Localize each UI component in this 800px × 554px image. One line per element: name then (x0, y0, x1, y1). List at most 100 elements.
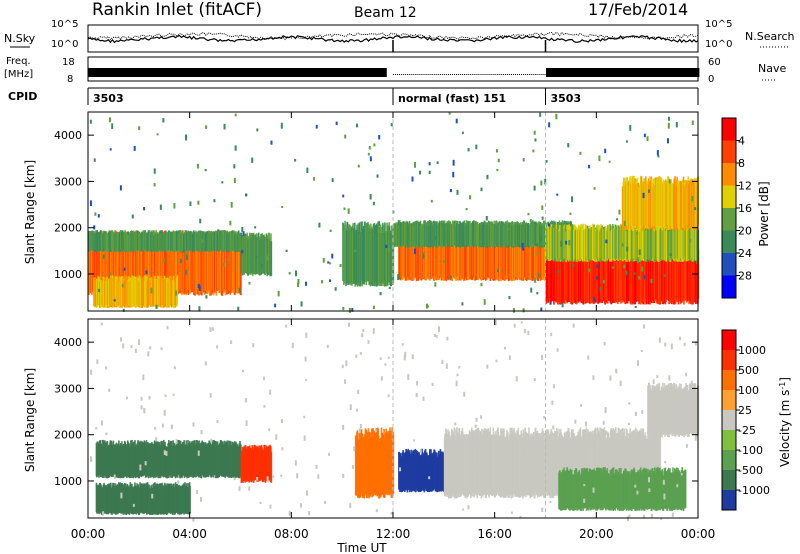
heat-scatter (456, 189, 459, 195)
nave-sample (433, 74, 435, 75)
heat-scatter (540, 235, 543, 242)
nave-sample (486, 74, 488, 75)
heat-cell (270, 452, 273, 483)
nave-sample (435, 74, 437, 75)
velocity-data (90, 319, 700, 522)
colorbar-swatch (722, 230, 736, 254)
colorbar-swatch (722, 163, 736, 186)
heat-scatter (339, 264, 342, 268)
colorbar-swatch (722, 253, 736, 276)
heat-scatter (185, 270, 188, 275)
heat-scatter (696, 259, 699, 265)
heat-scatter (297, 279, 300, 285)
noise-right-label: N.Search (745, 30, 795, 43)
heat-scatter (549, 302, 552, 305)
heat-scatter (237, 306, 240, 311)
heat-scatter (256, 128, 259, 132)
noise-left-tick-bottom: 10^0 (51, 39, 78, 50)
heat-scatter (694, 207, 697, 211)
nave-sample (393, 74, 394, 75)
nave-sample (411, 74, 413, 75)
heat-scatter (93, 225, 96, 230)
heat-scatter (560, 240, 563, 247)
heat-scatter (233, 177, 236, 184)
heat-scatter (397, 274, 400, 281)
nave-sample (445, 74, 447, 75)
heat-scatter (173, 203, 176, 209)
heat-scatter (434, 282, 437, 287)
power-ylabel: Slant Range [km] (23, 160, 37, 264)
heat-scatter (598, 155, 601, 162)
heat-scatter (612, 266, 615, 269)
freq-sample (385, 68, 387, 77)
nave-sample (502, 74, 504, 75)
cpid-segment-label: 3503 (551, 92, 582, 105)
heat-scatter (537, 273, 540, 277)
heat-scatter (153, 183, 156, 187)
heat-scatter (540, 307, 543, 311)
nave-sample (399, 74, 401, 75)
heat-scatter (368, 146, 371, 150)
heat-scatter (467, 147, 470, 152)
heat-scatter (217, 229, 220, 232)
nave-sample (403, 74, 405, 75)
heat-scatter (643, 133, 646, 138)
nave-sample (395, 74, 397, 75)
heat-scatter (213, 199, 216, 203)
heat-scatter (536, 251, 539, 256)
heat-scatter (667, 122, 670, 129)
heat-scatter (496, 269, 499, 273)
heat-scatter (512, 308, 515, 313)
heat-scatter (536, 243, 539, 247)
heat-scatter (354, 249, 357, 252)
heat-scatter (327, 261, 330, 264)
nave-sample (407, 74, 409, 75)
colorbar-tick-label: 4 (738, 135, 745, 148)
heat-scatter (522, 308, 525, 313)
noise-left-tick-top: 10^5 (51, 19, 78, 30)
heat-scatter (199, 218, 202, 224)
heat-scatter (465, 208, 468, 211)
heat-scatter (234, 113, 237, 117)
heat-scatter (312, 177, 315, 181)
nave-sample (458, 74, 460, 75)
heat-scatter (108, 117, 111, 123)
heat-scatter (373, 143, 376, 147)
heat-scatter (480, 282, 483, 287)
heat-scatter (280, 122, 283, 129)
heat-scatter (544, 242, 547, 246)
nave-tick-bottom: 0 (708, 74, 714, 85)
heat-scatter (245, 193, 248, 197)
heat-scatter (413, 248, 416, 255)
heat-scatter (205, 125, 208, 130)
cpid-label: CPID (8, 90, 37, 103)
heat-scatter (348, 307, 351, 313)
noise-sky-trace (87, 34, 699, 44)
nave-label: Nave (758, 62, 786, 75)
nave-sample (488, 74, 490, 75)
heat-scatter (185, 252, 188, 256)
colorbar-swatch (722, 118, 736, 141)
heat-scatter (448, 112, 451, 115)
heat-scatter (226, 258, 229, 261)
heat-scatter (529, 219, 532, 223)
heat-scatter (321, 280, 324, 284)
heat-scatter (197, 200, 200, 205)
heat-scatter (461, 131, 464, 134)
nave-sample (468, 74, 470, 75)
heat-scatter (536, 292, 539, 295)
heat-scatter (93, 158, 96, 162)
heat-scatter (189, 201, 192, 206)
date-title: 17/Feb/2014 (588, 0, 688, 19)
heat-scatter (663, 274, 666, 277)
heat-scatter (480, 187, 483, 192)
heat-scatter (522, 248, 525, 251)
heat-scatter (621, 243, 624, 247)
heat-scatter (638, 275, 641, 280)
freq-tick-bottom: 8 (67, 74, 73, 85)
y-tick-label: 2000 (54, 222, 82, 235)
heat-scatter (469, 195, 472, 200)
nave-sample (413, 74, 415, 75)
nave-sample (521, 74, 523, 75)
heat-scatter (378, 134, 381, 140)
